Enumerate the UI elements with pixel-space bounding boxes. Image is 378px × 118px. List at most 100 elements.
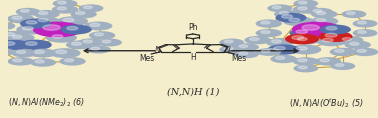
Circle shape — [78, 38, 104, 47]
Circle shape — [22, 27, 33, 30]
Circle shape — [298, 66, 307, 69]
Circle shape — [56, 50, 67, 54]
Circle shape — [5, 33, 15, 36]
Circle shape — [53, 0, 77, 8]
Circle shape — [326, 27, 337, 30]
Circle shape — [57, 16, 88, 26]
Circle shape — [342, 38, 352, 41]
Circle shape — [302, 25, 319, 30]
Circle shape — [293, 57, 319, 66]
Circle shape — [256, 29, 282, 37]
Circle shape — [234, 43, 259, 51]
Circle shape — [12, 16, 22, 19]
Circle shape — [70, 10, 97, 18]
Circle shape — [330, 48, 356, 56]
Circle shape — [341, 10, 366, 18]
Circle shape — [38, 19, 48, 22]
Circle shape — [293, 5, 319, 14]
Circle shape — [335, 49, 344, 52]
Circle shape — [276, 13, 307, 23]
Circle shape — [316, 36, 347, 46]
Circle shape — [318, 31, 353, 42]
Circle shape — [261, 50, 270, 52]
Circle shape — [279, 12, 288, 15]
Circle shape — [33, 22, 82, 37]
Circle shape — [43, 25, 60, 30]
Circle shape — [0, 50, 3, 52]
Circle shape — [292, 36, 304, 40]
Circle shape — [256, 19, 282, 28]
Text: $(N,N)$Al(NMe$_2$)$_2$ (6): $(N,N)$Al(NMe$_2$)$_2$ (6) — [8, 96, 85, 109]
Circle shape — [337, 36, 364, 44]
Circle shape — [60, 25, 92, 34]
Circle shape — [290, 28, 322, 38]
Text: Mes: Mes — [231, 54, 247, 63]
Circle shape — [16, 51, 26, 54]
Circle shape — [296, 47, 307, 50]
Circle shape — [219, 38, 244, 46]
Circle shape — [46, 33, 77, 43]
Circle shape — [274, 10, 301, 18]
Circle shape — [79, 4, 104, 12]
Circle shape — [16, 25, 47, 34]
Circle shape — [219, 46, 244, 54]
Circle shape — [298, 7, 307, 10]
Circle shape — [59, 57, 86, 66]
Circle shape — [357, 49, 366, 52]
Circle shape — [266, 38, 294, 47]
Circle shape — [52, 35, 63, 38]
Circle shape — [273, 6, 281, 9]
Circle shape — [224, 47, 233, 50]
Circle shape — [66, 40, 94, 49]
Circle shape — [316, 19, 326, 22]
Circle shape — [313, 9, 322, 12]
Circle shape — [261, 31, 270, 34]
Circle shape — [358, 31, 366, 33]
Circle shape — [344, 41, 371, 49]
Circle shape — [353, 29, 378, 37]
Circle shape — [296, 30, 307, 34]
Circle shape — [84, 6, 92, 9]
Circle shape — [256, 48, 281, 56]
Circle shape — [320, 25, 351, 34]
Circle shape — [13, 59, 22, 62]
Circle shape — [0, 40, 29, 50]
Circle shape — [353, 20, 378, 28]
Circle shape — [65, 59, 74, 62]
Circle shape — [289, 18, 300, 22]
Circle shape — [50, 48, 81, 58]
Circle shape — [292, 36, 320, 45]
Circle shape — [239, 52, 248, 55]
Circle shape — [352, 48, 378, 56]
Circle shape — [91, 47, 100, 50]
Circle shape — [76, 12, 85, 15]
Circle shape — [292, 22, 342, 37]
Text: $(N,N)$Al(O$^t$Bu)$_2$ (5): $(N,N)$Al(O$^t$Bu)$_2$ (5) — [289, 96, 364, 110]
Circle shape — [274, 46, 285, 50]
Circle shape — [89, 31, 115, 40]
Circle shape — [67, 27, 78, 30]
Circle shape — [57, 7, 67, 10]
Text: N: N — [155, 46, 161, 55]
Circle shape — [57, 1, 67, 4]
Circle shape — [29, 58, 56, 67]
Circle shape — [315, 57, 341, 66]
Circle shape — [267, 44, 300, 55]
Circle shape — [311, 10, 338, 18]
Circle shape — [270, 55, 297, 63]
Circle shape — [316, 12, 325, 15]
Circle shape — [261, 21, 270, 24]
Circle shape — [224, 40, 233, 43]
Text: N: N — [225, 46, 231, 55]
Circle shape — [83, 40, 92, 43]
Circle shape — [322, 38, 333, 42]
Text: Ph: Ph — [188, 23, 198, 32]
Circle shape — [12, 35, 22, 38]
Circle shape — [11, 49, 37, 57]
Circle shape — [3, 42, 15, 45]
Circle shape — [94, 33, 104, 36]
Circle shape — [298, 1, 307, 4]
Circle shape — [239, 45, 248, 48]
Circle shape — [19, 40, 52, 50]
Circle shape — [282, 15, 293, 18]
